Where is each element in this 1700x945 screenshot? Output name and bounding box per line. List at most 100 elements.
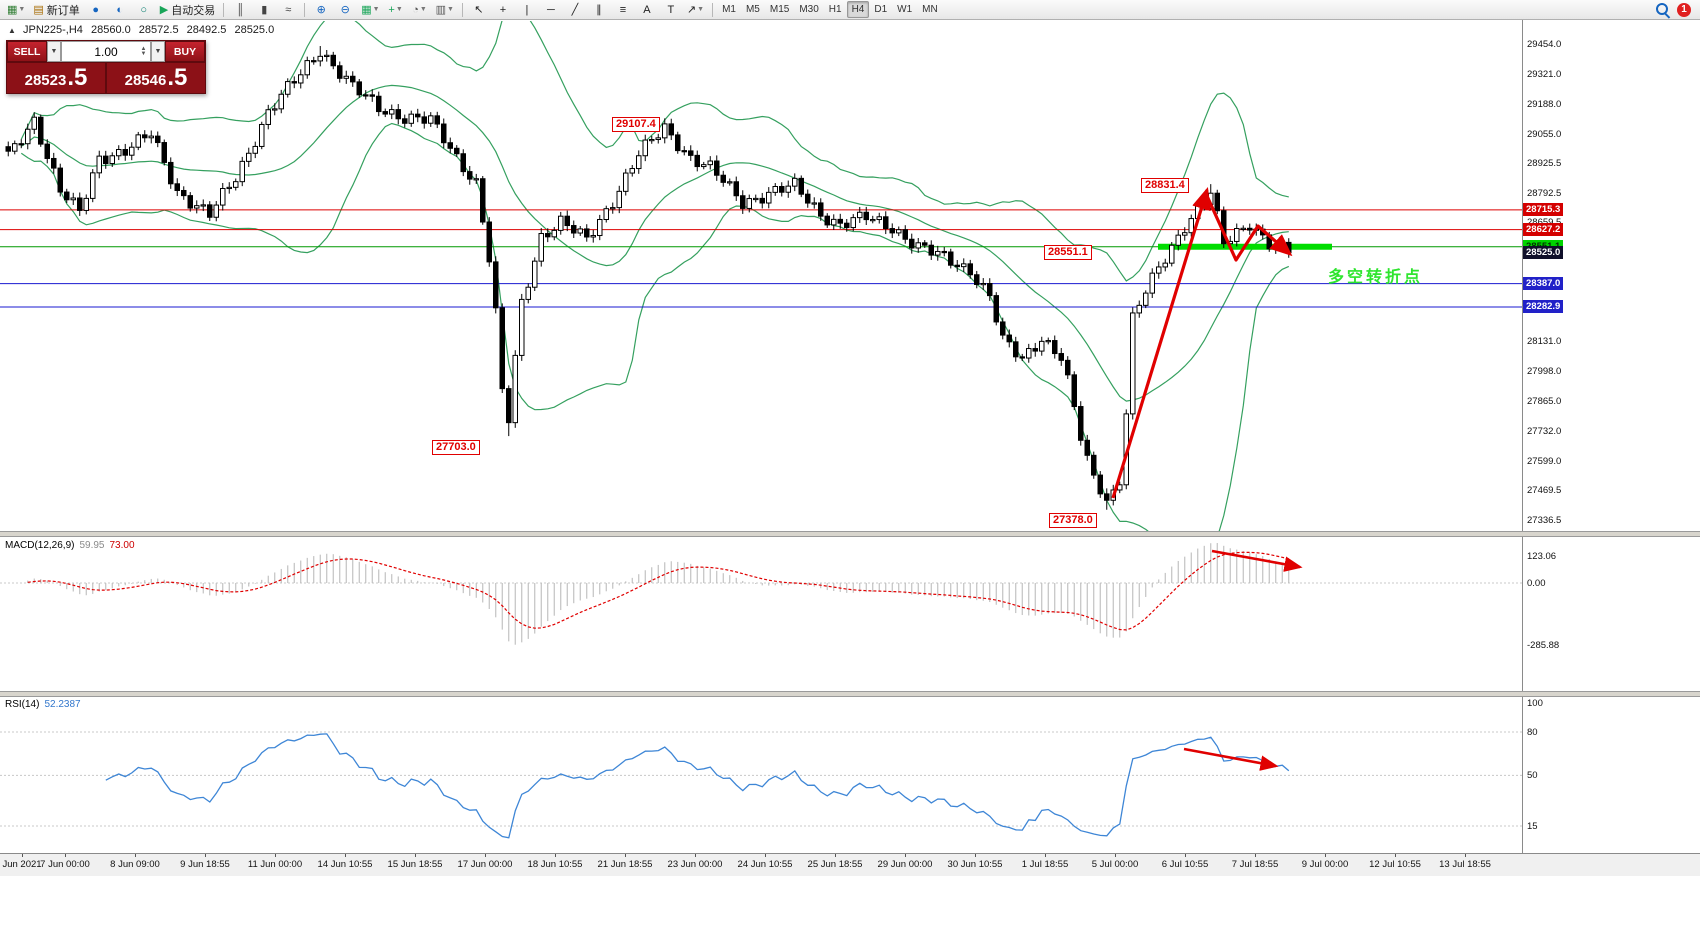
price-annotation: 27378.0 — [1049, 513, 1097, 528]
macd-indicator-label: MACD(12,26,9) 59.95 73.00 — [5, 540, 135, 551]
time-axis-tick — [1255, 854, 1256, 857]
volume-input[interactable] — [62, 43, 150, 60]
time-axis-tick — [415, 854, 416, 857]
templates-icon[interactable]: ▥ ▼ — [435, 4, 454, 16]
time-axis-label: 18 Jun 10:55 — [527, 859, 583, 870]
vertical-line-icon[interactable]: | — [516, 0, 538, 19]
navigator-icon: ○ — [140, 3, 148, 16]
indicators-icon[interactable]: + ▼ — [388, 3, 403, 16]
time-axis-tick — [1185, 854, 1186, 857]
rsi-indicator-label: RSI(14) 52.2387 — [5, 699, 81, 710]
notification-badge[interactable]: 1 — [1677, 2, 1691, 17]
sell-price[interactable]: 28523.5 — [24, 64, 88, 91]
toolbar-separator — [223, 2, 225, 17]
timeframe-m30[interactable]: M30 — [799, 4, 819, 15]
price-annotation: 28551.1 — [1044, 245, 1092, 260]
time-axis-label: 11 Jun 00:00 — [247, 859, 303, 870]
period-icon[interactable]: ◔ ▼ — [412, 3, 427, 16]
navigator-icon[interactable]: ○ — [133, 0, 155, 19]
new-chart-icon[interactable]: ▦ ▼ — [7, 4, 26, 16]
macd-panel-separator[interactable] — [0, 531, 1700, 537]
time-axis-label: 30 Jun 10:55 — [947, 859, 1003, 870]
time-axis-tick — [275, 854, 276, 857]
search-icon[interactable] — [1655, 2, 1670, 17]
time-axis-label: 1 Jul 18:55 — [1021, 859, 1069, 870]
price-axis-label: 27865.0 — [1527, 395, 1562, 407]
timeframe-w1[interactable]: W1 — [897, 4, 913, 15]
candlestick-chart-icon[interactable]: ▮ — [253, 0, 275, 19]
ohlc-high: 28572.5 — [138, 24, 179, 36]
sell-dropdown-icon[interactable]: ▼ — [47, 41, 61, 62]
text-icon[interactable]: A — [636, 0, 658, 19]
collapse-panel-icon[interactable]: ▲ — [8, 26, 16, 35]
volume-stepper[interactable]: ▲ ▼ — [140, 45, 147, 57]
time-axis-tick — [1325, 854, 1326, 857]
timeframe-m15[interactable]: M15 — [769, 4, 790, 15]
text-icon: A — [643, 3, 651, 16]
bar-chart-icon[interactable]: ║ — [229, 0, 251, 19]
channel-icon[interactable]: ∥ — [588, 0, 610, 19]
new-order-button: ▤ — [33, 4, 44, 16]
arrows-icon[interactable]: ↗ ▼ — [686, 4, 705, 16]
rsi-axis-label: 100 — [1527, 698, 1543, 709]
autotrade-button[interactable]: ▶ 自动交易 — [159, 4, 216, 17]
line-chart-icon[interactable]: ≈ — [277, 0, 299, 19]
data-window-icon[interactable]: ◐ — [109, 0, 131, 19]
timeframe-d1[interactable]: D1 — [874, 4, 888, 15]
price-level-badge: 28715.3 — [1523, 203, 1564, 217]
zoom-out-icon[interactable]: ⊖ — [334, 0, 356, 19]
timeframe-h4[interactable]: H4 — [846, 1, 870, 18]
templates-icon: ▥ — [435, 4, 446, 16]
price-level-badge: 28525.0 — [1523, 246, 1564, 260]
channel-icon: ∥ — [596, 4, 602, 16]
time-axis-tick — [1115, 854, 1116, 857]
timeframe-m1[interactable]: M1 — [722, 4, 736, 15]
one-click-trading-panel: SELL ▼ ▲▼ ▼ BUY 28523.5 28546.5 — [6, 40, 206, 94]
sell-button[interactable]: SELL — [7, 41, 47, 62]
time-axis-label: 6 Jul 10:55 — [1161, 859, 1209, 870]
volume-dropdown-icon[interactable]: ▼ — [151, 41, 165, 62]
cursor-icon[interactable]: ↖ — [468, 0, 490, 19]
price-level-badge: 28387.0 — [1523, 277, 1564, 291]
crosshair-icon[interactable]: + — [492, 0, 514, 19]
label-icon[interactable]: T — [660, 0, 682, 19]
zoom-in-icon[interactable]: ⊕ — [310, 0, 332, 19]
autotrade-button: ▶ — [159, 4, 169, 16]
time-axis-label: 14 Jun 10:55 — [317, 859, 373, 870]
timeframe-h1[interactable]: H1 — [828, 4, 842, 15]
price-annotation: 29107.4 — [612, 117, 660, 132]
timeframe-m5[interactable]: M5 — [745, 4, 760, 15]
price-axis-label: 29188.0 — [1527, 98, 1562, 110]
market-watch-icon[interactable]: ● — [85, 0, 107, 19]
fibonacci-icon[interactable]: ≡ — [612, 0, 634, 19]
tile-windows-icon[interactable]: ▦ ▼ — [361, 4, 380, 16]
price-annotation: 28831.4 — [1141, 178, 1189, 193]
time-axis-label: 23 Jun 00:00 — [667, 859, 723, 870]
price-axis-label: 27469.5 — [1527, 484, 1562, 496]
market-watch-icon: ● — [92, 3, 100, 16]
timeframe-mn[interactable]: MN — [922, 4, 938, 15]
bar-chart-icon: ║ — [236, 3, 245, 16]
price-axis-label: 28792.5 — [1527, 187, 1562, 199]
price-axis-label: 27599.0 — [1527, 455, 1562, 467]
horizontal-line-icon[interactable]: ─ — [540, 0, 562, 19]
time-axis-tick — [205, 854, 206, 857]
time-axis[interactable]: Jun 2021 7 Jun 00:00 8 Jun 09:00 9 Jun 18:5… — [0, 853, 1700, 876]
time-axis-tick — [555, 854, 556, 857]
macd-axis-label: -285.88 — [1527, 639, 1560, 651]
rsi-panel-separator[interactable] — [0, 691, 1700, 697]
buy-button[interactable]: BUY — [165, 41, 205, 62]
period-icon: ◔ — [412, 3, 419, 16]
toolbar-separator — [461, 2, 463, 17]
trendline-icon[interactable]: ╱ — [564, 0, 586, 19]
new-order-button[interactable]: ▤ 新订单 — [33, 4, 80, 17]
price-axis-label: 28925.5 — [1527, 157, 1562, 169]
indicators-icon: + — [388, 3, 395, 16]
buy-price[interactable]: 28546.5 — [105, 63, 205, 93]
price-level-badge: 28282.9 — [1523, 300, 1564, 314]
time-axis-tick — [1045, 854, 1046, 857]
time-axis-tick — [1465, 854, 1466, 857]
price-axis-label: 28659.5 — [1527, 217, 1561, 228]
